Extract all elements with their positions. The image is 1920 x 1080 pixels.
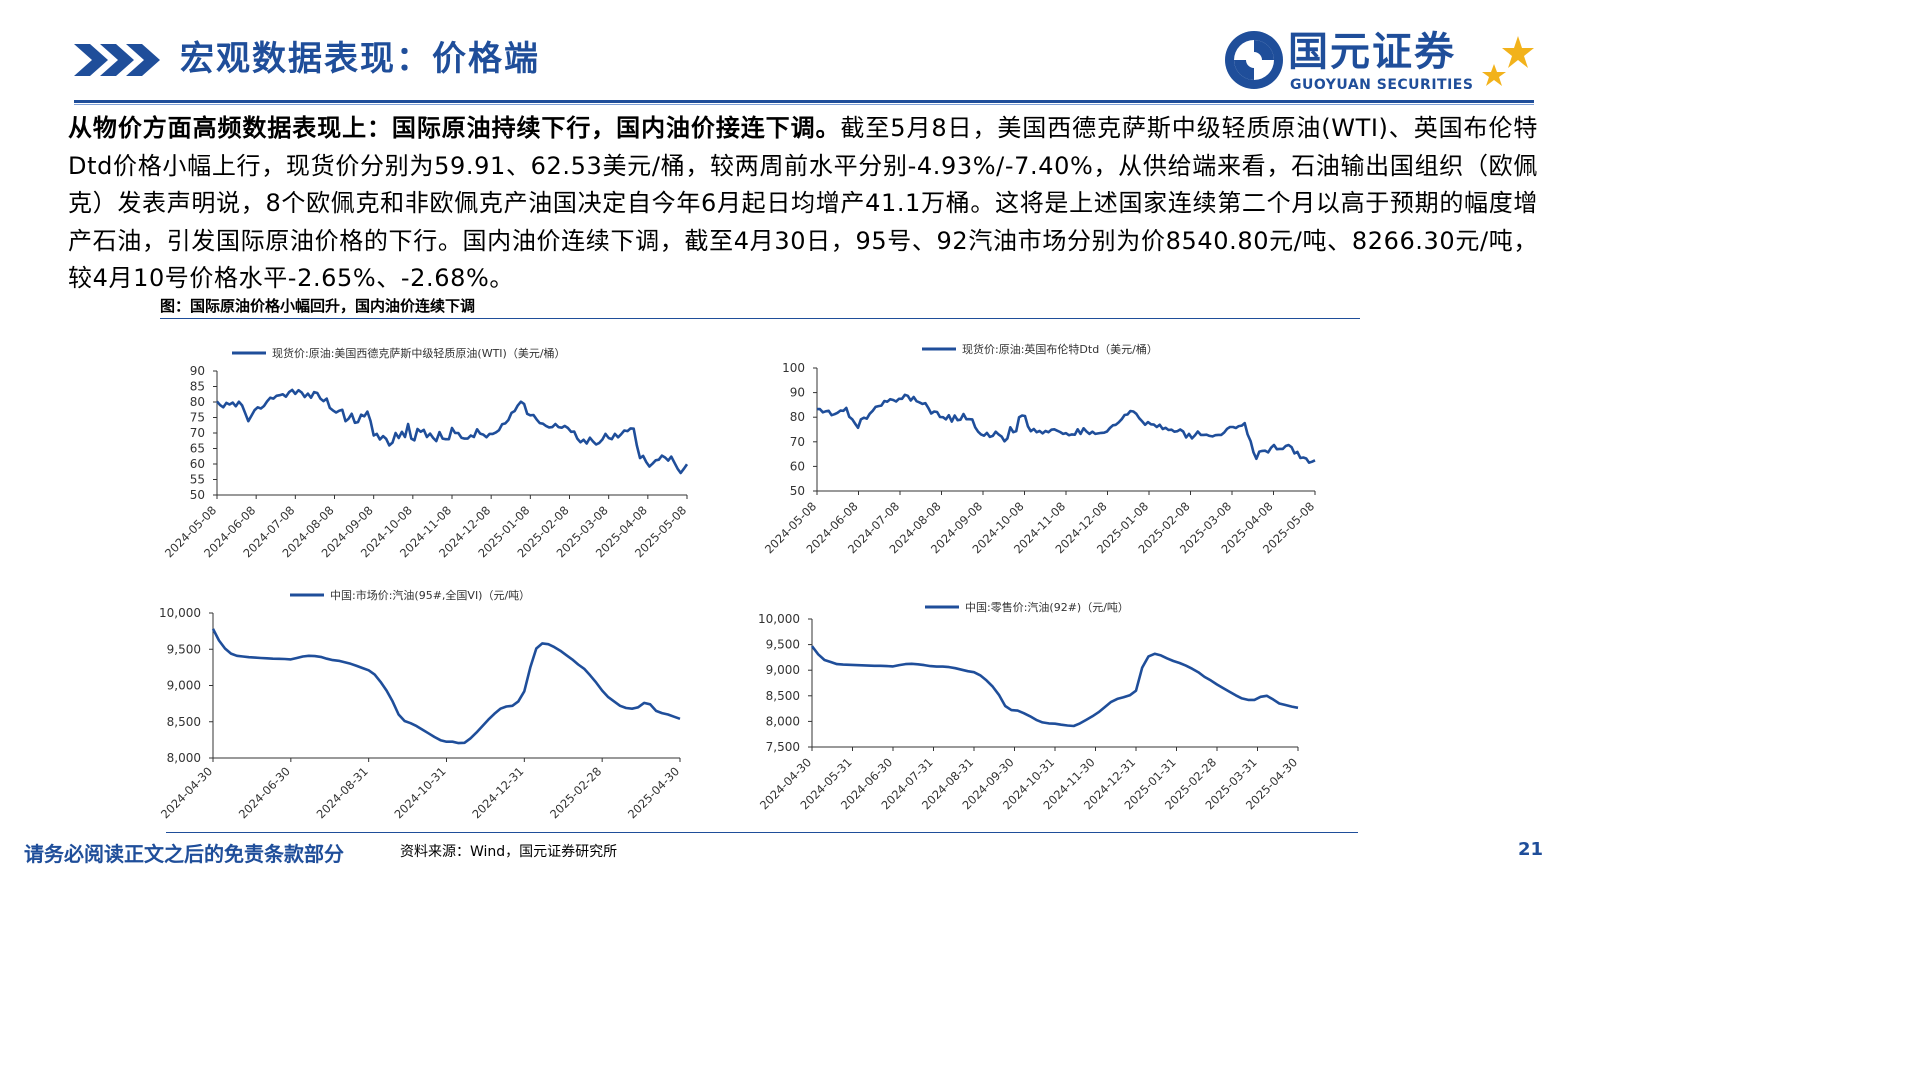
chart-brent: 现货价:原油:英国布伦特Dtd（美元/桶）50607080901002024-0… (762, 342, 1317, 556)
y-tick-label: 60 (790, 459, 805, 473)
y-tick-label: 7,500 (766, 740, 800, 754)
body-paragraph: 从物价方面高频数据表现上：国际原油持续下行，国内油价接连下调。截至5月8日，美国… (68, 110, 1538, 298)
y-tick-label: 50 (190, 488, 205, 502)
footer-divider (166, 832, 1358, 833)
disclaimer-link[interactable]: 请务必阅读正文之后的免责条款部分 (24, 842, 344, 866)
y-tick-label: 9,500 (167, 642, 201, 656)
x-tick-label: 2024-10-31 (391, 764, 448, 821)
y-tick-label: 90 (790, 386, 805, 400)
body-lead: 从物价方面高频数据表现上：国际原油持续下行，国内油价接连下调。 (68, 114, 841, 142)
y-tick-label: 10,000 (159, 606, 201, 620)
legend-label: 中国:零售价:汽油(92#)（元/吨） (965, 600, 1129, 614)
y-tick-label: 75 (190, 411, 205, 425)
y-tick-label: 80 (190, 395, 205, 409)
y-tick-label: 100 (782, 361, 805, 375)
series-line (216, 388, 689, 475)
y-tick-label: 85 (190, 380, 205, 394)
header-divider (74, 100, 1534, 105)
x-tick-label: 2025-02-28 (547, 764, 604, 821)
figure-caption-rule (160, 318, 1360, 319)
logo-star-icon (1482, 36, 1534, 86)
x-tick-label: 2024-08-31 (314, 764, 371, 821)
y-tick-label: 50 (790, 484, 805, 498)
figure-caption: 图：国际原油价格小幅回升，国内油价连续下调 (160, 297, 476, 315)
x-tick-label: 2025-04-30 (625, 764, 682, 821)
body-text: 截至5月8日，美国西德克萨斯中级轻质原油(WTI)、英国布伦特Dtd价格小幅上行… (68, 114, 1538, 292)
y-tick-label: 9,000 (766, 663, 800, 677)
x-tick-label: 2024-12-31 (469, 764, 526, 821)
legend-label: 现货价:原油:美国西德克萨斯中级轻质原油(WTI)（美元/桶） (272, 346, 566, 360)
legend-label: 中国:市场价:汽油(95#,全国VI)（元/吨） (330, 588, 530, 602)
logo-emblem-icon (1225, 31, 1283, 89)
series-line (817, 393, 1316, 464)
page-title: 宏观数据表现：价格端 (180, 39, 540, 79)
y-tick-label: 80 (790, 410, 805, 424)
y-tick-label: 70 (190, 426, 205, 440)
x-tick-label: 2024-04-30 (158, 764, 215, 821)
y-tick-label: 9,500 (766, 638, 800, 652)
chart-gasoline-95: 中国:市场价:汽油(95#,全国VI)（元/吨） 8,000 8,500 9,000 9… (158, 588, 682, 821)
y-tick-label: 10,000 (758, 612, 800, 626)
y-tick-label: 60 (190, 457, 205, 471)
series-line (211, 628, 681, 745)
y-tick-label: 8,500 (167, 715, 201, 729)
chart-gasoline-92: 中国:零售价:汽油(92#)（元/吨） 7,500 8,000 8,500 9,000 9… (757, 600, 1300, 812)
source-note: 资料来源：Wind，国元证券研究所 (400, 844, 618, 860)
y-tick-label: 70 (790, 435, 805, 449)
y-tick-label: 65 (190, 442, 205, 456)
header-arrows-icon (74, 44, 160, 76)
y-tick-label: 8,000 (766, 714, 800, 728)
logo-text-cn: 国元证券 (1288, 29, 1456, 75)
logo-text-en: GUOYUAN SECURITIES (1290, 77, 1474, 93)
company-logo: 国元证券 GUOYUAN SECURITIES (1222, 28, 1542, 98)
x-tick-label: 2024-06-30 (236, 764, 293, 821)
y-tick-label: 8,500 (766, 689, 800, 703)
y-tick-label: 9,000 (167, 679, 201, 693)
y-tick-label: 90 (190, 364, 205, 378)
series-line (810, 645, 1299, 728)
y-tick-label: 55 (190, 473, 205, 487)
y-tick-label: 8,000 (167, 751, 201, 765)
page-number: 21 (1518, 839, 1544, 860)
legend-label: 现货价:原油:英国布伦特Dtd（美元/桶） (962, 342, 1158, 356)
